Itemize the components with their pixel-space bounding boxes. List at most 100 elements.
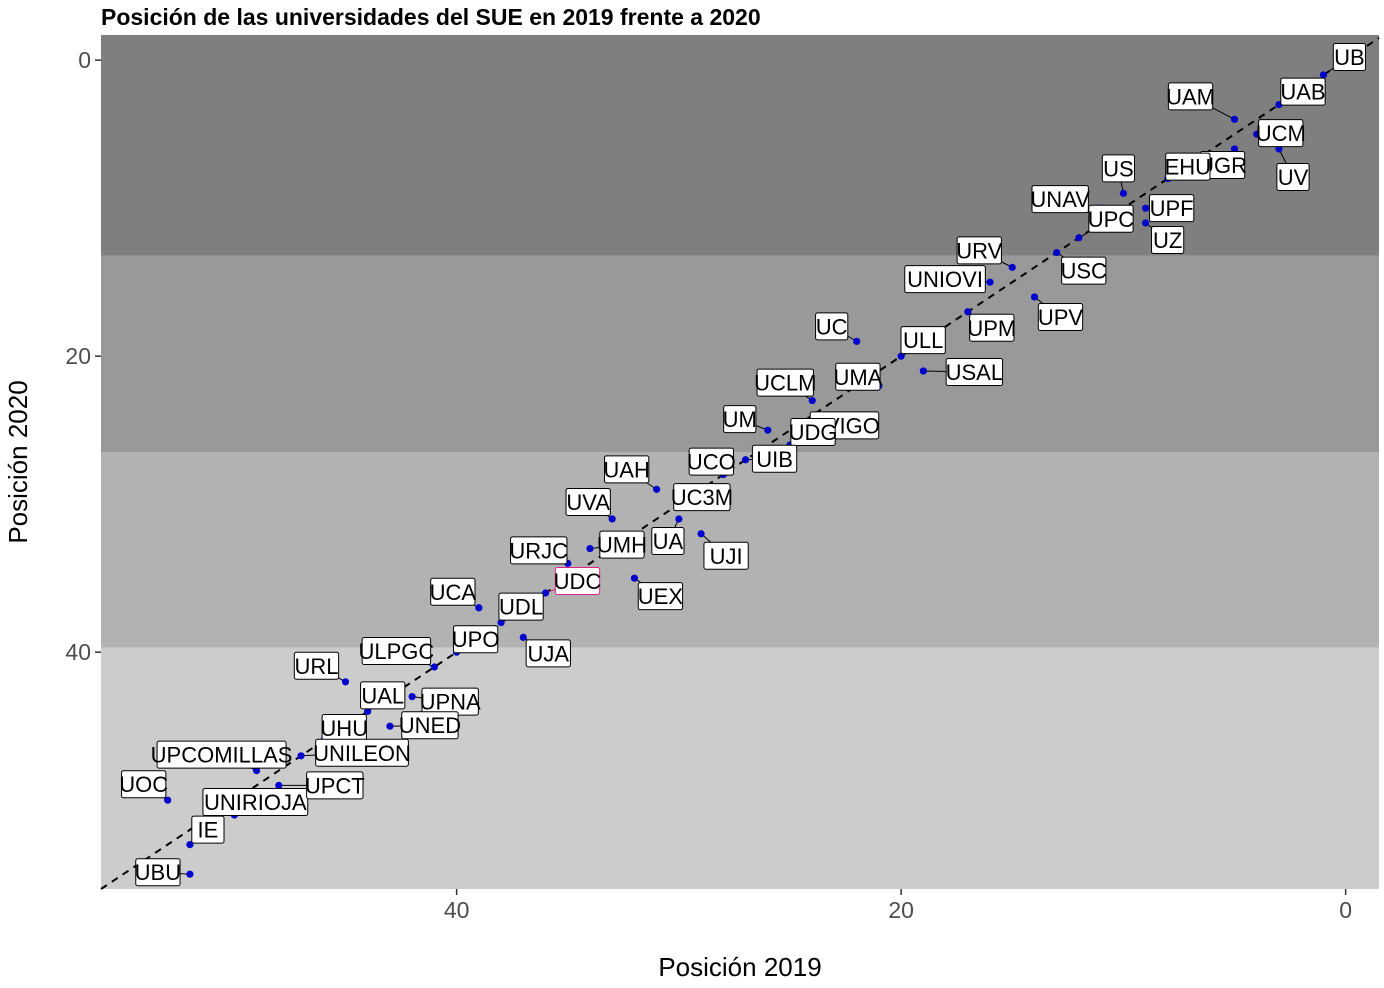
point-us	[1119, 189, 1127, 197]
label-uc: UC	[816, 314, 848, 339]
label-box-uji	[703, 541, 749, 570]
point-uc	[853, 337, 861, 345]
label-uja: UJA	[528, 641, 570, 666]
label-box-uib	[751, 444, 798, 473]
label-box-uma	[835, 362, 881, 391]
label-box-ull	[900, 326, 946, 355]
label-uah: UAH	[603, 457, 649, 482]
label-box-uniovi	[904, 265, 986, 294]
label-box-uex	[637, 582, 684, 611]
label-box-ehu	[1165, 152, 1211, 181]
label-upc: UPC	[1088, 207, 1135, 232]
point-ubu	[186, 870, 194, 878]
point-upc	[1075, 234, 1083, 242]
x-tick-label: 20	[888, 897, 914, 923]
point-ulpgc	[430, 663, 438, 671]
label-box-uam	[1167, 82, 1214, 111]
label-box-urjc	[510, 536, 568, 565]
point-uam	[1230, 115, 1239, 123]
label-box-us	[1101, 154, 1136, 183]
point-uib	[741, 456, 750, 464]
label-box-urv	[956, 236, 1002, 265]
label-uib: UIB	[756, 447, 793, 472]
background-bands	[101, 35, 1379, 889]
point-url	[341, 678, 350, 686]
label-box-uco	[688, 447, 734, 476]
point-urv	[1008, 263, 1016, 271]
label-box-uab	[1280, 77, 1326, 106]
label-box-upf	[1148, 194, 1195, 223]
label-udc: UDC	[554, 569, 602, 594]
label-box-ual	[360, 681, 406, 710]
point-udc	[541, 589, 550, 597]
label-box-uc	[815, 312, 849, 341]
point-upm	[964, 308, 972, 316]
y-tick-label: 40	[65, 639, 91, 665]
label-upo: UPO	[452, 627, 500, 652]
point-uji	[697, 530, 705, 538]
label-uc3m: UC3M	[671, 485, 733, 510]
label-box-ubu	[135, 858, 181, 887]
label-ull: ULL	[903, 328, 943, 353]
y-axis-title: Posición 2020	[3, 380, 33, 543]
label-box-unileon	[315, 738, 409, 767]
label-uma: UMA	[833, 365, 882, 390]
label-box-uja	[525, 639, 571, 668]
label-urjc: URJC	[509, 538, 568, 563]
point-uniovi	[986, 278, 994, 286]
label-udl: UDL	[499, 595, 543, 620]
label-box-uz	[1151, 225, 1185, 254]
point-usal	[919, 367, 927, 375]
label-upcomillas: UPCOMILLAS	[151, 743, 293, 768]
label-box-uva	[565, 487, 611, 516]
label-ual: UAL	[361, 683, 404, 708]
label-box-ie	[191, 815, 225, 844]
label-box-upcomillas	[156, 740, 287, 769]
label-uab: UAB	[1280, 80, 1325, 105]
label-ubu: UBU	[135, 860, 181, 885]
label-uva: UVA	[566, 490, 610, 515]
point-uca	[475, 604, 483, 612]
point-upct	[275, 781, 283, 789]
label-uned: UNED	[399, 713, 461, 738]
label-unirioja: UNIRIOJA	[204, 790, 307, 815]
label-box-udg	[790, 417, 836, 446]
label-box-uah	[604, 455, 650, 484]
label-uhu: UHU	[320, 716, 368, 741]
point-upv	[1030, 293, 1039, 301]
point-uah	[653, 485, 661, 493]
chart-title: Posición de las universidades del SUE en…	[101, 4, 761, 30]
label-unileon: UNILEON	[313, 741, 411, 766]
point-ua	[675, 515, 683, 523]
label-box-usc	[1061, 256, 1107, 285]
label-box-ua	[651, 526, 685, 555]
point-uv	[1275, 145, 1283, 153]
label-box-udc	[554, 566, 601, 595]
label-usal: USAL	[946, 360, 1003, 385]
label-uniovi: UNIOVI	[907, 267, 983, 292]
label-box-upc	[1088, 204, 1134, 233]
label-urv: URV	[956, 238, 1002, 263]
label-us: US	[1103, 156, 1134, 181]
label-box-unav	[1031, 185, 1089, 214]
point-upna	[408, 692, 416, 701]
label-box-uv	[1276, 162, 1310, 191]
label-uz: UZ	[1153, 228, 1182, 253]
point-um	[764, 426, 772, 434]
label-box-ub	[1332, 42, 1367, 71]
point-ie	[186, 840, 194, 849]
point-uva	[608, 515, 616, 523]
point-uoc	[164, 796, 172, 804]
label-box-ucm	[1258, 119, 1304, 148]
label-box-url	[293, 651, 340, 680]
point-udl	[497, 618, 505, 627]
label-uclm: UCLM	[754, 371, 816, 396]
label-box-uoc	[121, 770, 167, 799]
label-box-uc3m	[673, 483, 731, 512]
point-unileon	[297, 752, 305, 760]
label-box-usal	[945, 357, 1004, 386]
label-upct: UPCT	[305, 773, 365, 798]
label-box-udl	[498, 592, 544, 621]
